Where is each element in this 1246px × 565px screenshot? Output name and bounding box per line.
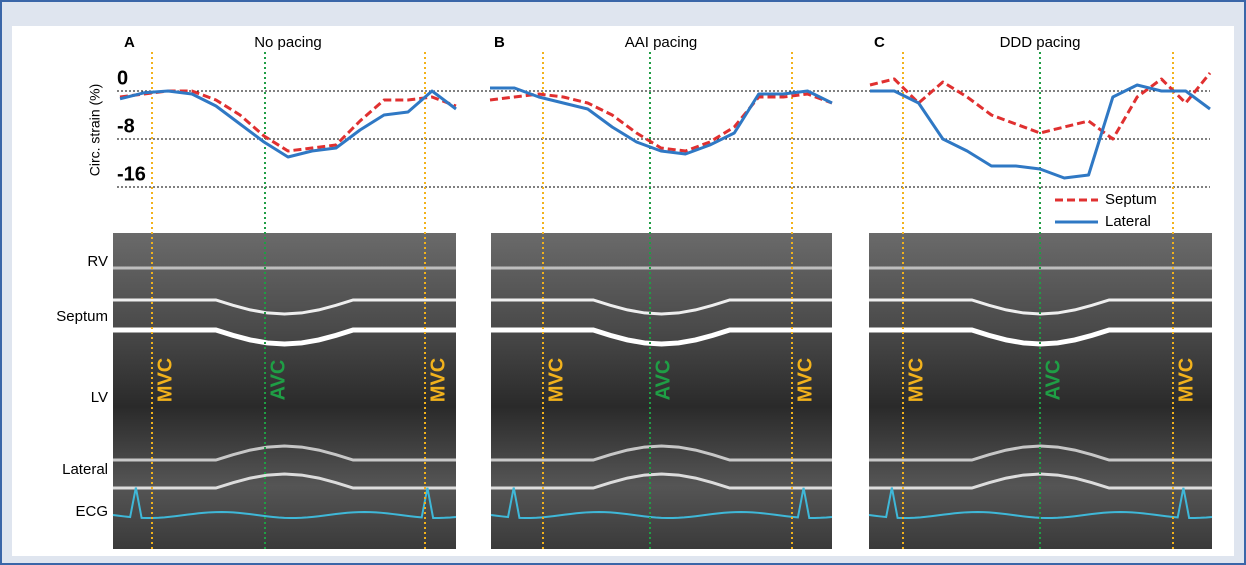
- y-tick-label: -8: [117, 115, 135, 137]
- panel-title: DDD pacing: [1000, 34, 1081, 51]
- legend-label: Lateral: [1105, 213, 1151, 230]
- image-row-label: LV: [91, 389, 108, 406]
- image-row-label: Septum: [56, 308, 108, 325]
- panel-title: AAI pacing: [625, 34, 698, 51]
- event-label: AVC: [652, 360, 674, 401]
- image-row-label: ECG: [75, 503, 108, 520]
- event-label: MVC: [545, 358, 567, 402]
- image-row-label: RV: [87, 253, 108, 270]
- event-label: MVC: [1175, 358, 1197, 402]
- panel-label: B: [494, 34, 505, 51]
- event-label: MVC: [794, 358, 816, 402]
- event-label: AVC: [1042, 360, 1064, 401]
- y-axis-label: Circ. strain (%): [87, 84, 103, 177]
- panel-label: C: [874, 34, 885, 51]
- event-label: MVC: [427, 358, 449, 402]
- event-label: MVC: [154, 358, 176, 402]
- panel-title: No pacing: [254, 34, 322, 51]
- y-tick-label: 0: [117, 67, 128, 89]
- figure: A No pacing 0 -8 -16 Circ. strain (%) MVC AVC MV…: [0, 0, 1246, 565]
- y-tick-label: -16: [117, 163, 146, 185]
- event-label: MVC: [905, 358, 927, 402]
- image-row-label: Lateral: [62, 461, 108, 478]
- legend-label: Septum: [1105, 191, 1157, 208]
- panel-label: A: [124, 34, 135, 51]
- event-label: AVC: [267, 360, 289, 401]
